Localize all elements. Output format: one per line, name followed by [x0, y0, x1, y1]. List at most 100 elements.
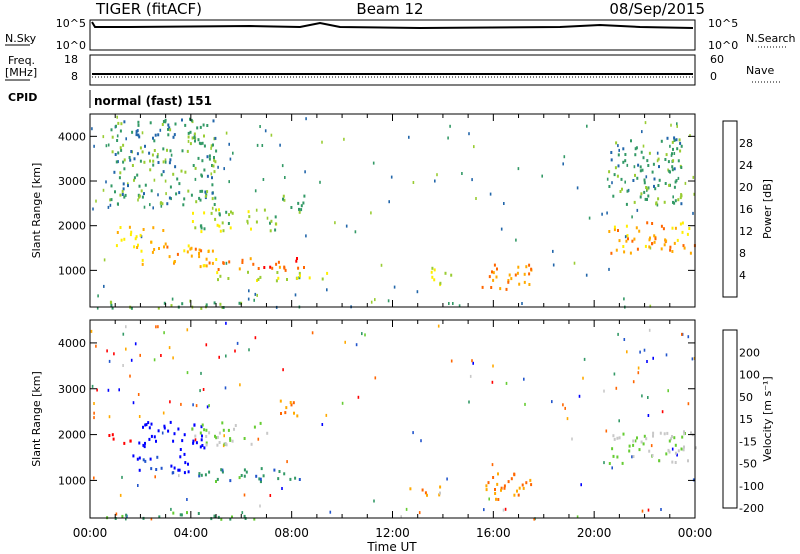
- data-cell: [651, 242, 653, 246]
- data-cell: [150, 189, 153, 193]
- noise-cell: [400, 515, 402, 519]
- data-cell: [152, 226, 155, 230]
- data-cell: [297, 201, 300, 205]
- data-cell: [135, 130, 138, 134]
- data-cell: [110, 303, 113, 307]
- noise-cell: [254, 189, 257, 193]
- data-cell: [510, 277, 513, 281]
- data-cell: [645, 186, 648, 189]
- nsearch-tick-top: 10^5: [708, 17, 738, 30]
- data-cell: [680, 144, 683, 148]
- data-cell: [283, 198, 286, 202]
- data-cell: [507, 280, 510, 284]
- noise-cell: [623, 297, 625, 301]
- x-tick-label: 20:00: [577, 526, 612, 540]
- nave-tick-bottom: 0: [710, 70, 717, 83]
- data-cell: [216, 435, 219, 439]
- data-cell: [255, 220, 258, 224]
- data-cell: [205, 443, 208, 447]
- data-cell: [113, 170, 116, 174]
- noise-cell: [606, 211, 608, 215]
- noise-cell: [563, 155, 566, 159]
- data-cell: [218, 224, 221, 228]
- data-cell: [163, 426, 166, 430]
- noise-cell: [96, 306, 99, 310]
- data-cell: [111, 150, 114, 154]
- noise-cell: [617, 144, 619, 148]
- noise-cell: [161, 431, 164, 435]
- data-cell: [628, 449, 631, 453]
- data-cell: [269, 265, 272, 269]
- noise-cell: [681, 332, 683, 336]
- noise-cell: [631, 455, 633, 459]
- colorbar-tick-label: 100: [739, 369, 760, 382]
- data-cell: [212, 164, 215, 168]
- noise-cell: [639, 350, 641, 354]
- noise-cell: [107, 205, 110, 209]
- data-cell: [220, 517, 223, 521]
- data-cell: [612, 434, 615, 438]
- data-cell: [617, 153, 620, 157]
- data-cell: [621, 461, 624, 465]
- noise-cell: [517, 167, 520, 171]
- noise-cell: [125, 347, 127, 351]
- data-cell: [204, 190, 207, 194]
- noise-cell: [160, 354, 162, 357]
- noise-cell: [670, 123, 672, 127]
- data-cell: [229, 438, 232, 442]
- data-cell: [119, 171, 122, 175]
- noise-cell: [305, 234, 307, 238]
- data-cell: [673, 185, 676, 189]
- noise-cell: [552, 263, 555, 267]
- data-cell: [224, 442, 227, 445]
- data-cell: [668, 450, 671, 454]
- data-cell: [199, 125, 202, 129]
- noise-cell: [416, 290, 419, 294]
- data-cell: [115, 244, 118, 248]
- data-cell: [174, 165, 177, 169]
- noise-cell: [105, 180, 107, 184]
- data-cell: [622, 147, 625, 151]
- data-cell: [198, 252, 200, 255]
- data-cell: [129, 158, 132, 162]
- noise-cell: [491, 463, 494, 467]
- data-cell: [613, 173, 616, 177]
- data-cell: [644, 197, 647, 201]
- data-cell: [658, 178, 661, 182]
- data-cell: [195, 200, 198, 204]
- data-cell: [169, 185, 172, 189]
- data-cell: [286, 278, 288, 281]
- noise-cell: [171, 297, 174, 301]
- noise-cell: [669, 144, 671, 148]
- data-cell: [615, 141, 618, 145]
- data-cell: [274, 215, 277, 219]
- noise-cell: [149, 203, 151, 207]
- data-cell: [123, 441, 126, 445]
- data-cell: [269, 221, 271, 225]
- data-cell: [169, 149, 172, 153]
- data-cell: [510, 477, 513, 481]
- noise-cell: [241, 511, 244, 515]
- data-cell: [112, 437, 115, 441]
- data-cell: [164, 242, 167, 246]
- data-cell: [450, 273, 453, 277]
- data-cell: [190, 193, 193, 197]
- data-cell: [651, 222, 654, 225]
- data-cell: [215, 258, 218, 261]
- noise-cell: [586, 124, 588, 128]
- noise-cell: [644, 121, 647, 125]
- velocity-colorbar: 200 100 50 15 -15 -50 -100 -200 Velocity [m s⁻¹]: [722, 329, 774, 515]
- data-cell: [172, 135, 175, 139]
- data-cell: [513, 493, 516, 497]
- data-cell: [298, 276, 301, 280]
- noise-cell: [187, 139, 190, 143]
- data-cell: [253, 517, 256, 521]
- data-cell: [153, 139, 156, 143]
- noise-cell: [160, 204, 163, 208]
- data-cell: [193, 132, 196, 136]
- data-cell: [130, 150, 133, 153]
- data-cell: [528, 272, 531, 276]
- data-cell: [275, 279, 278, 283]
- data-cell: [114, 190, 116, 194]
- nsky-tick-top: 10^5: [56, 17, 86, 30]
